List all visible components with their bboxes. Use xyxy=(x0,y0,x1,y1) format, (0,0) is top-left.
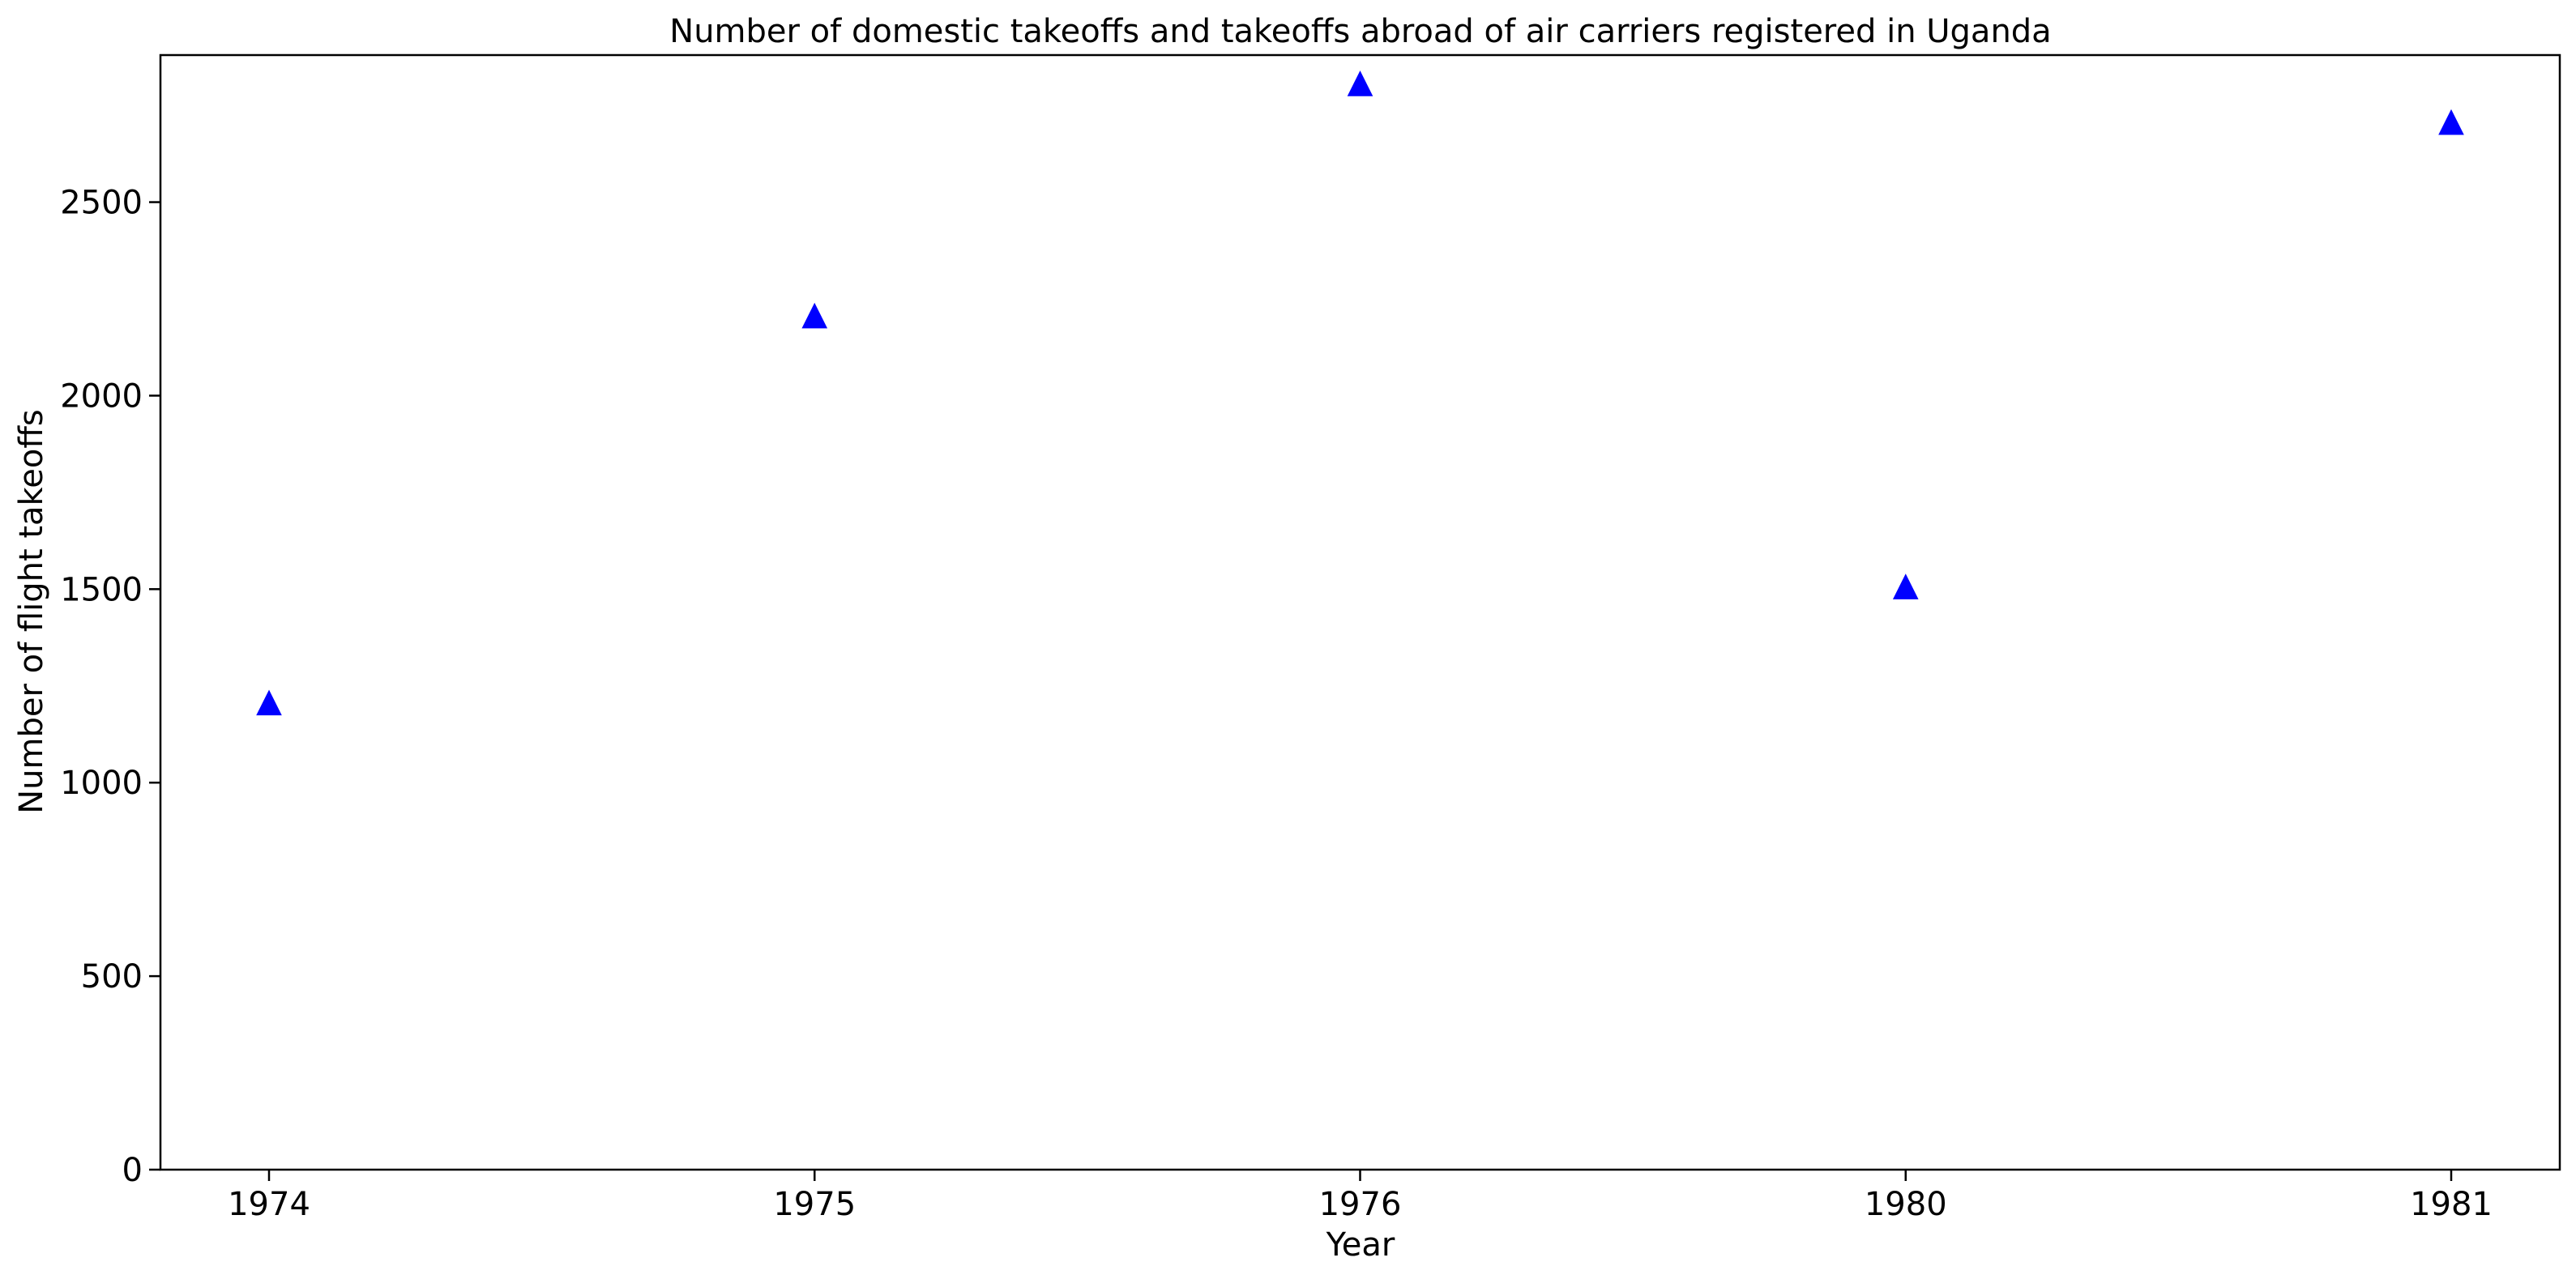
x-tick-label: 1976 xyxy=(1319,1186,1402,1223)
x-tick-label: 1974 xyxy=(228,1186,310,1223)
y-tick-label: 2000 xyxy=(60,377,143,415)
y-tick-label: 2500 xyxy=(60,185,143,222)
x-axis: 1974 1975 1976 1980 1981 xyxy=(228,1170,2493,1223)
y-axis: 0 500 1000 1500 2000 2500 xyxy=(60,185,160,1189)
data-points xyxy=(256,70,2464,716)
y-axis-label: Number of flight takeoffs xyxy=(13,409,50,814)
data-point-triangle xyxy=(2438,109,2464,135)
y-tick-label: 1000 xyxy=(60,765,143,802)
y-tick-label: 1500 xyxy=(60,571,143,608)
plot-area xyxy=(159,53,2561,1171)
y-tick-label: 500 xyxy=(81,958,143,995)
data-point-triangle xyxy=(1892,573,1919,599)
x-axis-label: Year xyxy=(1326,1226,1395,1264)
y-tick-label: 0 xyxy=(122,1152,143,1189)
plot-frame xyxy=(159,53,2561,1171)
x-tick-label: 1980 xyxy=(1865,1186,1947,1223)
x-tick-label: 1981 xyxy=(2410,1186,2493,1223)
x-tick-label: 1975 xyxy=(773,1186,856,1223)
data-point-triangle xyxy=(801,302,828,329)
chart-title: Number of domestic takeoffs and takeoffs… xyxy=(669,13,2051,50)
data-point-triangle xyxy=(256,689,282,716)
data-point-triangle xyxy=(1347,70,1373,96)
